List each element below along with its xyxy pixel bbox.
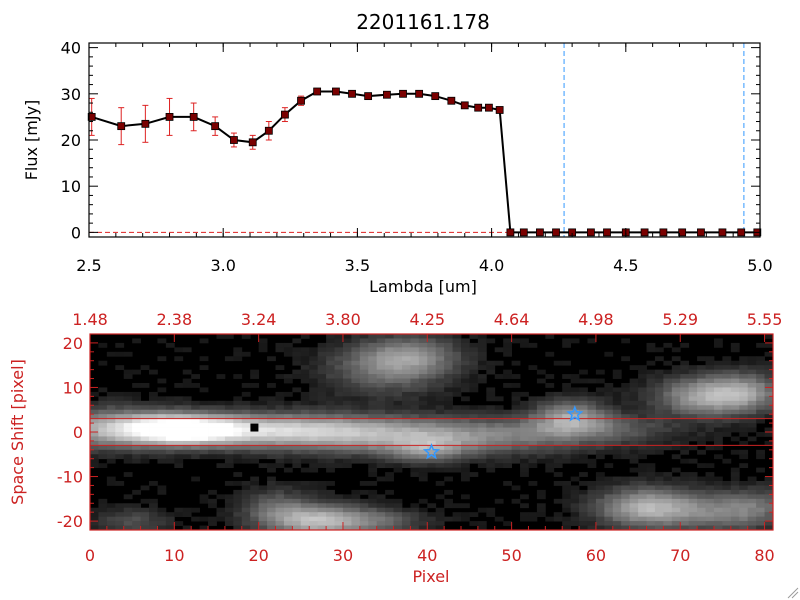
resize-grip-icon xyxy=(787,587,799,599)
x-tick-label: 0 xyxy=(85,546,95,565)
top-tick-label: 1.48 xyxy=(72,310,108,329)
data-point xyxy=(640,228,649,237)
data-point xyxy=(587,228,595,237)
data-point xyxy=(281,110,289,119)
data-point xyxy=(264,126,273,135)
top-tick-label: 4.64 xyxy=(494,310,530,329)
y-tick-label: 10 xyxy=(63,378,83,397)
x-tick-label: 3.5 xyxy=(345,256,370,275)
x-tick-label: 70 xyxy=(670,546,690,565)
data-point xyxy=(659,228,668,237)
data-point xyxy=(447,96,456,105)
data-point xyxy=(460,101,469,110)
spectrum-title: 2201161.178 xyxy=(356,10,490,34)
x-tick-label: 10 xyxy=(164,546,184,565)
data-point xyxy=(415,89,424,98)
data-point xyxy=(485,103,493,112)
x-tick-label: 30 xyxy=(333,546,353,565)
spectral-image-y-axis: -20 -10 0 10 20 xyxy=(57,334,773,531)
y-tick-label: 0 xyxy=(71,223,81,242)
spectral-image-markers xyxy=(250,405,584,460)
x-tick-label: 5.0 xyxy=(747,256,772,275)
spectrum-points xyxy=(87,87,762,237)
x-tick-label: 3.0 xyxy=(210,256,235,275)
data-point xyxy=(519,228,528,237)
spectrum-plot: 2201161.178 2.5 3.0 3.5 4.0 4.5 5.0 0 10 20 30 40… xyxy=(22,10,773,296)
x-tick-label: 50 xyxy=(501,546,521,565)
spectral-image-x-label: Pixel xyxy=(412,567,449,586)
top-tick-label: 4.25 xyxy=(409,310,445,329)
data-point xyxy=(603,228,611,237)
data-point xyxy=(297,96,305,105)
x-tick-label: 80 xyxy=(754,546,774,565)
data-point xyxy=(431,92,440,101)
data-point xyxy=(230,136,238,144)
spectral-image-x-axis: 0 10 20 30 40 50 60 70 80 xyxy=(85,522,775,565)
data-point xyxy=(189,113,198,121)
data-point xyxy=(364,92,373,101)
y-tick-label: 20 xyxy=(61,131,81,150)
y-tick-label: -10 xyxy=(57,468,83,487)
y-tick-label: 20 xyxy=(63,334,83,353)
data-point xyxy=(332,87,340,96)
data-point xyxy=(399,89,407,98)
data-point xyxy=(474,103,483,112)
data-point xyxy=(495,106,504,114)
data-point xyxy=(536,228,544,237)
data-point xyxy=(552,228,560,237)
x-tick-label: 4.5 xyxy=(613,256,638,275)
top-tick-label: 2.38 xyxy=(157,310,193,329)
spectrum-y-axis: 0 10 20 30 40 xyxy=(61,39,760,242)
spectrum-reference-lines xyxy=(563,43,745,237)
x-tick-label: 40 xyxy=(417,546,437,565)
position-square-marker xyxy=(250,423,259,432)
data-point xyxy=(348,89,356,98)
top-tick-label: 5.55 xyxy=(747,310,783,329)
data-point xyxy=(718,228,727,237)
data-point xyxy=(248,138,257,147)
spectrum-x-axis: 2.5 3.0 3.5 4.0 4.5 5.0 xyxy=(76,43,773,275)
y-tick-label: 40 xyxy=(61,39,81,58)
spectral-image-y-label: Space Shift [pixel] xyxy=(8,359,27,505)
spectral-image-top-wavelength-axis: 1.48 2.38 3.24 3.80 4.25 4.64 4.98 5.29 5.55 xyxy=(72,310,782,342)
star-marker-icon xyxy=(566,405,584,422)
y-tick-label: -20 xyxy=(57,512,83,531)
top-tick-label: 3.24 xyxy=(241,310,277,329)
data-point xyxy=(383,90,391,99)
y-tick-label: 10 xyxy=(61,177,81,196)
x-tick-label: 2.5 xyxy=(76,256,101,275)
data-point xyxy=(506,228,515,237)
star-marker-icon xyxy=(422,442,441,460)
spectral-image-plot: 0 10 20 30 40 50 60 70 80 1.48 2.38 3.24 3.80 4.25 4.… xyxy=(8,310,782,586)
x-tick-label: 60 xyxy=(586,546,606,565)
data-point xyxy=(165,113,174,121)
data-point xyxy=(678,228,687,237)
y-tick-label: 30 xyxy=(61,85,81,104)
spectrum-y-label: Flux [mJy] xyxy=(22,100,41,181)
x-tick-label: 20 xyxy=(248,546,268,565)
data-point xyxy=(313,87,322,96)
y-tick-label: 0 xyxy=(73,423,83,442)
top-tick-label: 4.98 xyxy=(578,310,614,329)
data-point xyxy=(211,122,220,131)
x-tick-label: 4.0 xyxy=(479,256,504,275)
data-point xyxy=(697,228,705,237)
data-point xyxy=(117,122,126,131)
top-tick-label: 5.29 xyxy=(662,310,698,329)
data-point xyxy=(141,119,150,128)
data-point xyxy=(87,113,96,121)
data-point xyxy=(737,228,746,237)
spectrum-x-label: Lambda [um] xyxy=(369,277,477,296)
spectral-image-heatmap xyxy=(90,334,774,531)
top-tick-label: 3.80 xyxy=(325,310,361,329)
